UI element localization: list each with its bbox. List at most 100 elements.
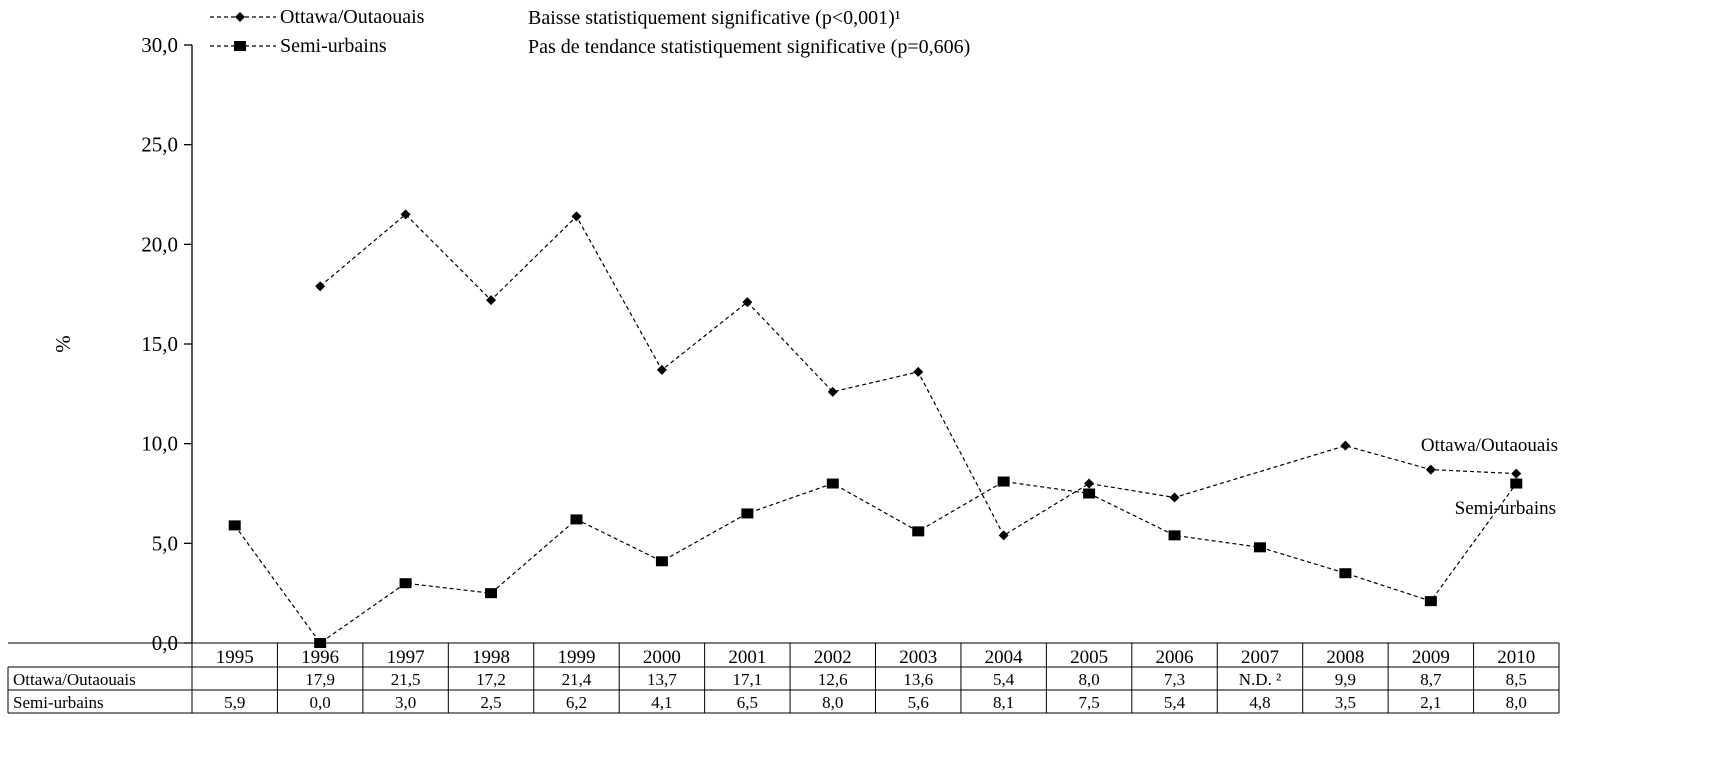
x-tick-label: 1995 bbox=[216, 647, 254, 668]
data-point bbox=[486, 295, 497, 306]
legend-label: Ottawa/Outaouais bbox=[280, 6, 425, 28]
y-tick-label: 15,0 bbox=[141, 332, 178, 356]
table-cell: 5,4 bbox=[993, 670, 1015, 689]
legend: Ottawa/Outaouais Baisse statistiquement s… bbox=[210, 6, 970, 58]
data-table: 1995 1996 1997 1998 1999 2000 2001 2002 2003 2004… bbox=[7, 642, 1560, 714]
table-cell: 21,4 bbox=[562, 670, 592, 689]
table-cell: 5,6 bbox=[908, 693, 929, 712]
x-tick-label: 1999 bbox=[557, 647, 595, 668]
data-point bbox=[1168, 530, 1181, 541]
table-cell: 6,2 bbox=[566, 693, 587, 712]
table-cell: 8,0 bbox=[1506, 693, 1527, 712]
series-line bbox=[319, 213, 1517, 537]
data-point bbox=[827, 386, 838, 397]
series-semi-urbains bbox=[228, 476, 1523, 648]
axes: 0,05,010,015,020,025,030,0% bbox=[51, 33, 193, 655]
series-line bbox=[234, 480, 1517, 644]
x-tick-label: 2006 bbox=[1156, 647, 1194, 668]
data-point bbox=[997, 476, 1010, 487]
x-tick-label: 2002 bbox=[814, 647, 852, 668]
table-row-header: Semi-urbains bbox=[13, 693, 104, 712]
data-point bbox=[571, 211, 582, 222]
data-point bbox=[1253, 542, 1266, 553]
x-tick-label: 2009 bbox=[1412, 647, 1450, 668]
data-point bbox=[912, 526, 925, 537]
data-point bbox=[1511, 468, 1522, 479]
series-ottawa-outaouais bbox=[315, 209, 1522, 541]
data-point bbox=[998, 530, 1009, 541]
table-cell: 8,5 bbox=[1506, 670, 1527, 689]
data-point bbox=[1424, 596, 1437, 607]
data-point bbox=[1510, 478, 1523, 489]
trend-note: Pas de tendance statistiquement signific… bbox=[528, 36, 970, 58]
table-cell: 5,4 bbox=[1164, 693, 1186, 712]
x-tick-label: 2008 bbox=[1326, 647, 1364, 668]
x-tick-label: 1997 bbox=[387, 647, 425, 668]
table-cell: 8,1 bbox=[993, 693, 1014, 712]
data-point bbox=[656, 364, 667, 375]
table-cell: 6,5 bbox=[737, 693, 758, 712]
table-cell: 17,9 bbox=[305, 670, 335, 689]
x-tick-label: 2003 bbox=[899, 647, 937, 668]
y-tick-label: 10,0 bbox=[141, 432, 178, 456]
data-point bbox=[1169, 492, 1180, 503]
y-tick-label: 30,0 bbox=[141, 33, 178, 57]
y-axis-label: % bbox=[51, 335, 75, 353]
data-point bbox=[228, 520, 241, 531]
table-cell: 8,0 bbox=[822, 693, 843, 712]
y-tick-label: 5,0 bbox=[152, 531, 178, 555]
table-row-header: Ottawa/Outaouais bbox=[13, 670, 136, 689]
x-tick-label: 2001 bbox=[728, 647, 766, 668]
table-cell: 21,5 bbox=[391, 670, 421, 689]
table-cell: 12,6 bbox=[818, 670, 848, 689]
series-end-label: Semi-urbains bbox=[1455, 498, 1556, 519]
table-cell: 3,5 bbox=[1335, 693, 1356, 712]
data-point bbox=[1425, 464, 1436, 475]
series-end-label: Ottawa/Outaouais bbox=[1421, 435, 1558, 456]
table-cell: 0,0 bbox=[310, 693, 331, 712]
table-cell: 8,0 bbox=[1078, 670, 1099, 689]
series-layer: Ottawa/Outaouais Semi-urbains bbox=[228, 209, 1558, 648]
legend-marker bbox=[234, 41, 246, 51]
legend-marker bbox=[235, 12, 245, 22]
table-cell: 3,0 bbox=[395, 693, 416, 712]
table-cell: 17,1 bbox=[732, 670, 762, 689]
data-point bbox=[913, 366, 924, 377]
legend-label: Semi-urbains bbox=[280, 35, 387, 57]
data-point bbox=[741, 508, 754, 519]
table-cell: N.D. ² bbox=[1239, 670, 1281, 689]
table-cell: 5,9 bbox=[224, 693, 245, 712]
table-cell: 17,2 bbox=[476, 670, 506, 689]
x-tick-label: 2000 bbox=[643, 647, 681, 668]
data-point bbox=[1340, 440, 1351, 451]
x-tick-label: 2005 bbox=[1070, 647, 1108, 668]
data-point bbox=[1339, 568, 1352, 579]
data-point bbox=[399, 578, 412, 589]
table-cell: 7,5 bbox=[1078, 693, 1099, 712]
x-tick-label: 1996 bbox=[301, 647, 339, 668]
table-cell: 2,5 bbox=[480, 693, 501, 712]
data-point bbox=[826, 478, 839, 489]
x-tick-label: 2004 bbox=[985, 647, 1024, 668]
x-tick-label: 1998 bbox=[472, 647, 510, 668]
data-point bbox=[655, 556, 668, 567]
table-cell: 2,1 bbox=[1420, 693, 1441, 712]
data-point bbox=[315, 281, 326, 292]
x-tick-label: 2010 bbox=[1497, 647, 1535, 668]
x-tick-label: 2007 bbox=[1241, 647, 1279, 668]
y-tick-label: 20,0 bbox=[141, 232, 178, 256]
table-cell: 8,7 bbox=[1420, 670, 1442, 689]
data-point bbox=[485, 588, 498, 599]
trend-note: Baisse statistiquement significative (p<… bbox=[528, 7, 901, 29]
table-cell: 7,3 bbox=[1164, 670, 1185, 689]
table-cell: 9,9 bbox=[1335, 670, 1356, 689]
data-point bbox=[570, 514, 583, 525]
table-cell: 13,6 bbox=[903, 670, 933, 689]
table-cell: 13,7 bbox=[647, 670, 677, 689]
y-tick-label: 25,0 bbox=[141, 133, 178, 157]
table-cell: 4,1 bbox=[651, 693, 672, 712]
table-cell: 4,8 bbox=[1249, 693, 1270, 712]
data-point bbox=[742, 297, 753, 308]
data-point bbox=[1083, 488, 1096, 499]
